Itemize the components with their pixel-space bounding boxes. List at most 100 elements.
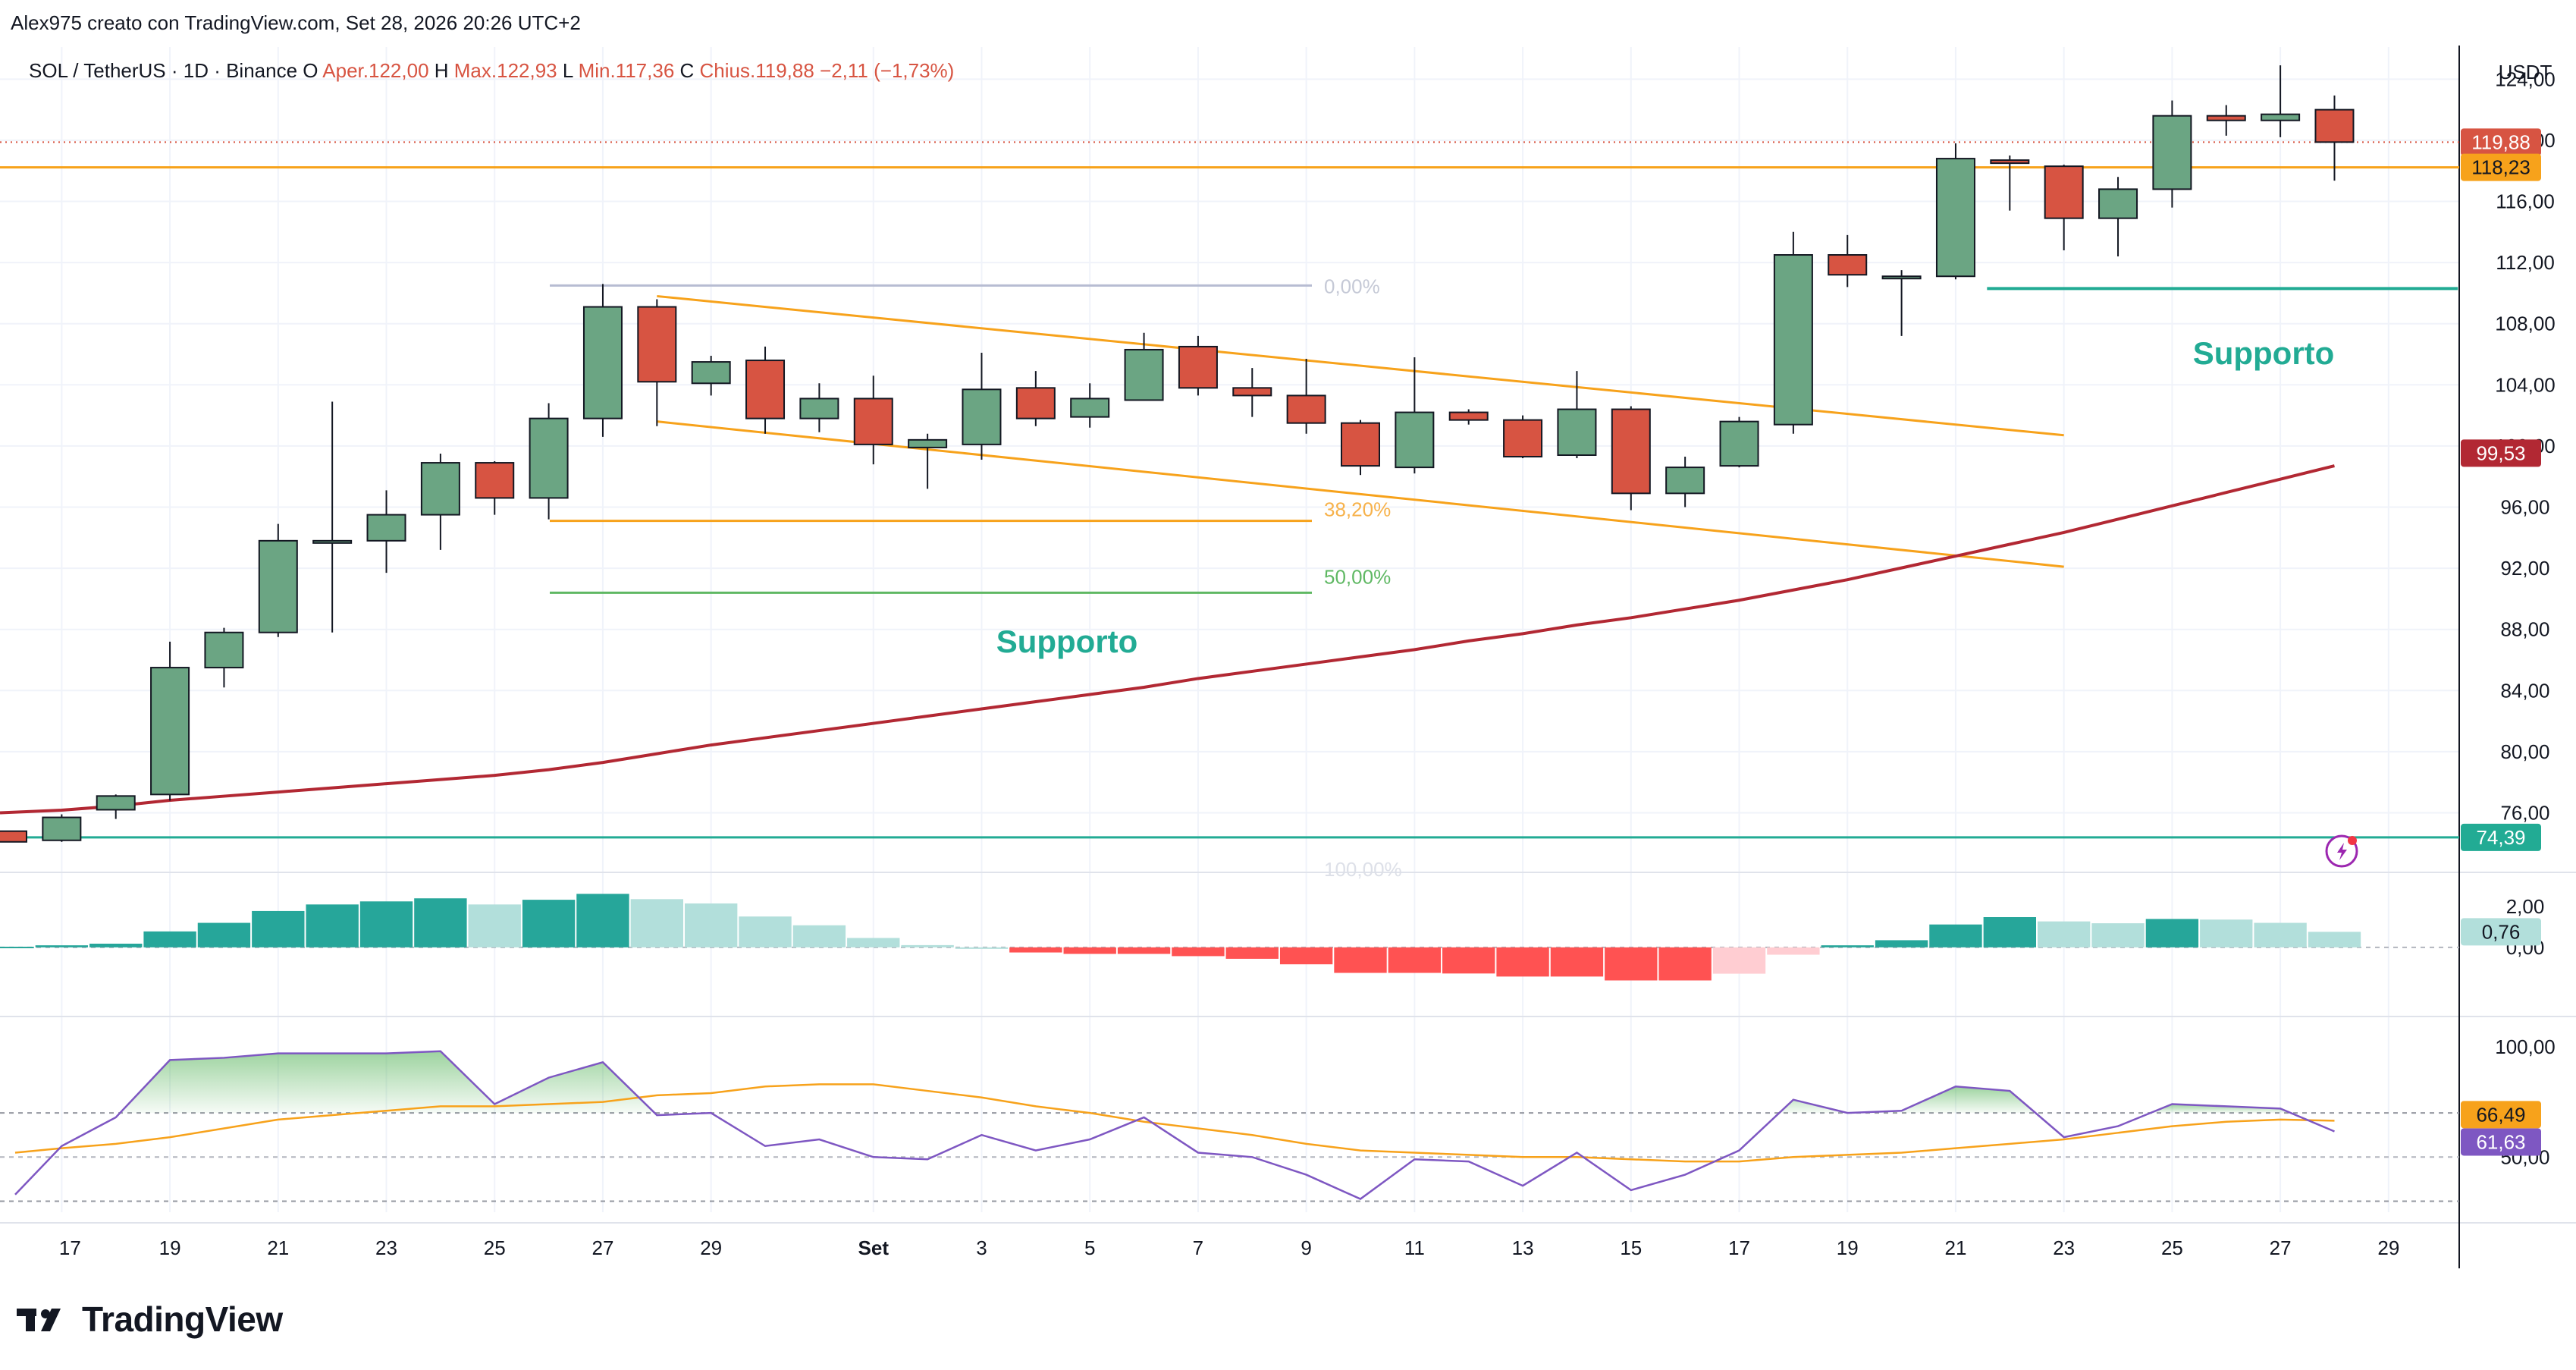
histogram-bar — [630, 899, 683, 947]
time-tick-label: 19 — [1837, 1236, 1859, 1259]
candle-down — [1448, 409, 1489, 425]
candle-body — [1990, 159, 2030, 165]
candle-up — [691, 356, 731, 396]
rsi-overbought-fill — [120, 1051, 655, 1114]
histogram-bar — [2308, 932, 2361, 947]
price-tick-label: 88,00 — [2500, 618, 2549, 641]
histogram-last-text: 0,76 — [2482, 920, 2521, 943]
histogram-bar — [2145, 919, 2199, 947]
time-tick-label: 21 — [267, 1236, 289, 1259]
candle-up — [1124, 332, 1164, 401]
candle-body — [2314, 108, 2355, 143]
time-tick-label: 29 — [2377, 1236, 2399, 1259]
candle-up — [1935, 143, 1975, 280]
histogram-bar — [1550, 947, 1604, 977]
histogram-bar — [901, 944, 954, 947]
histogram-bar — [576, 894, 629, 947]
fib-label-100: 100,00% — [1324, 858, 1402, 881]
histogram-bar — [1172, 947, 1225, 957]
candle-up — [799, 383, 839, 432]
candle-body — [420, 462, 460, 516]
time-tick-label: 15 — [1620, 1236, 1642, 1259]
histogram-bar — [0, 947, 34, 949]
candle-body — [1070, 397, 1110, 418]
candle-down — [853, 375, 893, 465]
author-text: Alex975 creato con TradingView.com, Set … — [11, 11, 581, 34]
histogram-bar — [1875, 940, 1928, 947]
time-tick-label: 5 — [1084, 1236, 1095, 1259]
alert-icon[interactable] — [2325, 834, 2358, 868]
grid-lines — [0, 47, 2459, 1212]
candle-up — [312, 401, 353, 633]
time-tick-label: 7 — [1193, 1236, 1203, 1259]
histogram-bar — [1009, 947, 1062, 953]
legend-part: Min.117,36 — [579, 59, 680, 82]
histogram-bar — [1442, 947, 1495, 974]
candle-body — [2261, 113, 2301, 121]
histogram-bar — [1605, 947, 1658, 981]
price-tick-label: 108,00 — [2495, 313, 2556, 335]
candle-body — [1286, 394, 1326, 424]
time-tick-label: 17 — [1728, 1236, 1750, 1259]
candle-down — [1178, 335, 1218, 396]
rsi-value-box — [2461, 1128, 2541, 1156]
candle-up — [962, 352, 1002, 460]
histogram-bar — [306, 904, 359, 947]
time-tick-label: 23 — [375, 1236, 397, 1259]
candle-down — [2314, 95, 2355, 181]
histogram-bar — [1767, 947, 1820, 955]
histogram-bar — [1225, 947, 1279, 959]
candle-body — [96, 795, 136, 811]
price-label-ma: 99,53 — [2461, 439, 2541, 467]
histogram-bar — [847, 938, 900, 947]
candle-body — [1015, 387, 1056, 419]
candle-body — [691, 361, 731, 385]
candle-up — [1665, 457, 1705, 507]
histogram-bar — [143, 931, 196, 947]
channel-line — [657, 420, 2064, 568]
candle-up — [1557, 371, 1597, 459]
price-tick-label: 96,00 — [2500, 496, 2549, 519]
candle-body — [258, 539, 298, 633]
legend-part: L — [563, 59, 579, 82]
candle-body — [637, 306, 677, 383]
candle-body — [2152, 115, 2192, 190]
chart[interactable]: 0,00% 38,20% 50,00% 100,00% Supporto Supporto… — [0, 46, 2576, 1274]
candle-body — [2098, 188, 2138, 219]
candle-body — [1178, 345, 1218, 389]
candle-body — [312, 539, 353, 544]
price-tick-label: 80,00 — [2500, 740, 2549, 763]
time-tick-label: 3 — [976, 1236, 987, 1259]
price-tick-label: 76,00 — [2500, 801, 2549, 824]
moving-average-line — [0, 464, 2335, 815]
price-label-text: 99,53 — [2476, 441, 2525, 464]
ohlc-legend: SOL / TetherUS · 1D · Binance O Aper.122… — [29, 59, 954, 82]
price-label-box — [2461, 153, 2541, 181]
price-tick-label: 124,00 — [2495, 68, 2556, 90]
annotation-supporto: Supporto — [996, 624, 1138, 659]
time-tick-label: 27 — [2270, 1236, 2292, 1259]
tradingview-logo[interactable]: TradingView — [17, 1299, 283, 1340]
tradingview-logo-icon — [17, 1309, 61, 1331]
candle-up — [582, 284, 623, 437]
candle-up — [366, 490, 406, 573]
histogram-bar — [1983, 917, 2036, 947]
alert-icon-bolt — [2337, 843, 2347, 860]
rsi-value-label: 66,49 — [2461, 1101, 2541, 1129]
price-tick-label: 104,00 — [2495, 373, 2556, 396]
candle-body — [2206, 115, 2246, 121]
rsi-value-box — [2461, 1101, 2541, 1129]
legend-part: −2,11 (−1,73%) — [820, 59, 954, 82]
histogram-bar — [1712, 947, 1766, 974]
candle-body — [853, 397, 893, 445]
candle-down — [1015, 371, 1056, 426]
histogram-bar — [955, 947, 1009, 949]
price-label-text: 118,23 — [2471, 156, 2531, 179]
candle-body — [1719, 420, 1759, 467]
candle-up — [1395, 357, 1435, 474]
histogram-bar — [89, 944, 143, 947]
candle-up — [258, 523, 298, 637]
legend-part: Chius.119,88 — [700, 59, 820, 82]
candle-down — [0, 830, 27, 843]
fib-label-38: 38,20% — [1324, 498, 1391, 521]
